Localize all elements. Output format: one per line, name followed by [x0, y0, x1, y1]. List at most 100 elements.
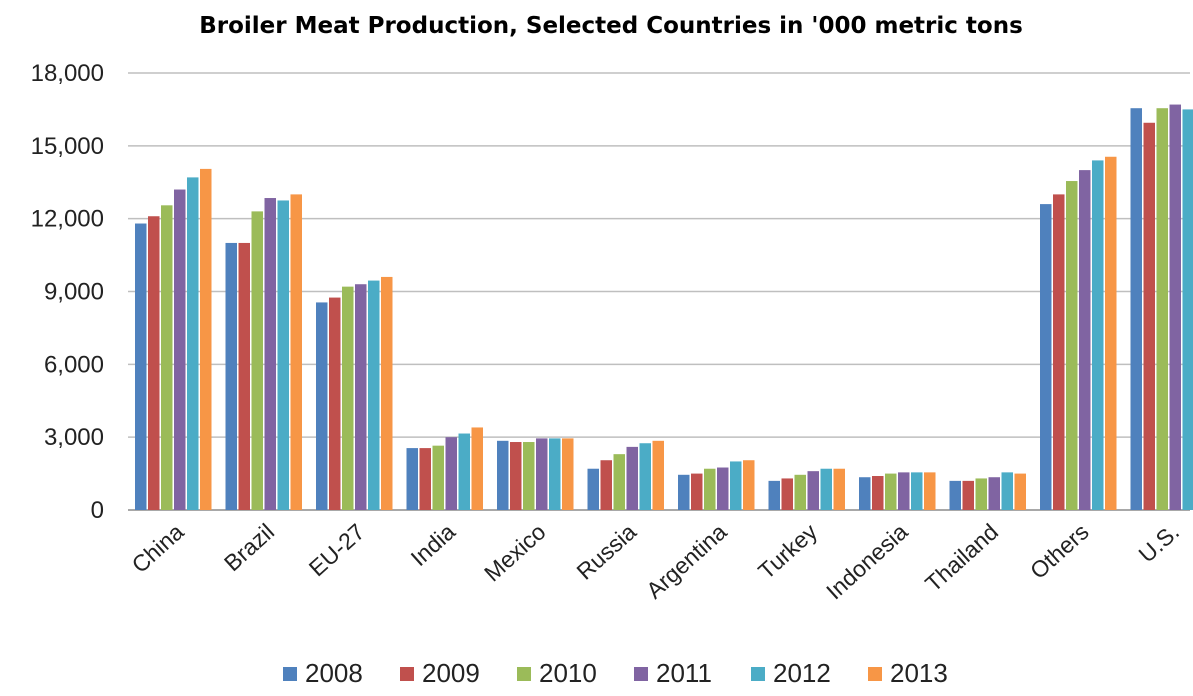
- y-axis: 0 3,000 6,000 9,000 12,000 15,000 18,000: [31, 60, 104, 524]
- bar-russia-2013: [652, 440, 664, 510]
- bars: [135, 104, 1193, 511]
- y-tick-label: 12,000: [31, 206, 104, 233]
- bar-turkey-2013: [833, 468, 845, 510]
- bar-china-2011: [174, 189, 186, 511]
- bar-u-s--2011: [1169, 104, 1181, 511]
- bar-u-s--2010: [1156, 108, 1168, 511]
- legend-label-2013: 2013: [890, 658, 948, 688]
- bar-china-2013: [200, 168, 212, 510]
- y-tick-label: 9,000: [44, 279, 104, 306]
- bar-russia-2008: [587, 468, 599, 510]
- legend-label-2011: 2011: [656, 658, 712, 688]
- legend-swatch-2009: [400, 667, 414, 681]
- bar-thailand-2010: [975, 478, 987, 510]
- bar-argentina-2008: [678, 474, 690, 510]
- bar-russia-2009: [600, 460, 612, 510]
- bar-u-s--2012: [1182, 109, 1193, 511]
- bar-others-2011: [1079, 170, 1091, 510]
- bar-eu-27-2008: [316, 302, 328, 510]
- y-tick-label: 3,000: [44, 424, 104, 451]
- x-axis: China Brazil EU-27 India Mexico Russia Argenti…: [127, 518, 1185, 604]
- bar-russia-2011: [626, 446, 638, 510]
- bar-thailand-2009: [962, 480, 974, 510]
- bar-eu-27-2012: [368, 280, 380, 510]
- y-tick-label: 15,000: [31, 133, 104, 160]
- x-tick-label: U.S.: [1133, 518, 1184, 567]
- bar-india-2013: [471, 427, 483, 510]
- bar-thailand-2008: [949, 480, 961, 510]
- legend-label-2012: 2012: [773, 658, 831, 688]
- x-tick-label: Brazil: [219, 518, 279, 576]
- bar-argentina-2009: [691, 473, 703, 510]
- gridlines: [128, 72, 1190, 511]
- bar-thailand-2013: [1014, 473, 1026, 510]
- bar-thailand-2011: [988, 477, 1000, 510]
- bar-turkey-2011: [807, 471, 819, 510]
- bar-brazil-2012: [277, 200, 289, 511]
- bar-brazil-2009: [238, 242, 250, 510]
- bar-indonesia-2013: [924, 472, 936, 510]
- bar-turkey-2012: [820, 468, 832, 510]
- bar-brazil-2008: [225, 242, 237, 510]
- x-tick-label: Russia: [571, 518, 641, 585]
- bar-others-2008: [1040, 204, 1052, 510]
- bar-others-2012: [1092, 160, 1104, 510]
- legend-label-2010: 2010: [539, 658, 597, 688]
- x-tick-label: Mexico: [479, 518, 551, 586]
- bar-russia-2010: [613, 454, 625, 510]
- y-tick-label: 6,000: [44, 351, 104, 378]
- bar-russia-2012: [639, 443, 651, 510]
- bar-mexico-2008: [497, 440, 509, 510]
- bar-brazil-2011: [264, 198, 276, 510]
- bar-indonesia-2009: [872, 476, 884, 510]
- bar-eu-27-2011: [355, 284, 367, 510]
- bar-others-2010: [1066, 181, 1078, 510]
- bar-brazil-2010: [251, 211, 263, 510]
- x-tick-label: Argentina: [641, 518, 732, 603]
- bar-mexico-2011: [536, 438, 548, 510]
- y-tick-label: 18,000: [31, 60, 104, 87]
- legend-swatch-2013: [868, 667, 882, 681]
- bar-brazil-2013: [290, 194, 302, 510]
- bar-mexico-2010: [523, 442, 535, 510]
- x-tick-label: Turkey: [753, 518, 822, 584]
- legend: 2008 2009 2010 2011 2012 2013: [283, 658, 948, 688]
- chart-title: Broiler Meat Production, Selected Countr…: [199, 13, 1023, 39]
- x-tick-label: China: [127, 518, 189, 578]
- bar-eu-27-2010: [342, 286, 354, 510]
- x-tick-label: Others: [1025, 518, 1094, 584]
- bar-argentina-2012: [730, 461, 742, 510]
- x-tick-label: EU-27: [304, 518, 370, 581]
- bar-india-2010: [432, 445, 444, 510]
- bar-others-2013: [1105, 156, 1117, 510]
- bar-india-2012: [458, 433, 470, 510]
- bar-indonesia-2011: [898, 472, 910, 510]
- bar-argentina-2013: [743, 460, 755, 510]
- bar-china-2010: [161, 205, 173, 510]
- x-tick-label: India: [406, 518, 461, 571]
- bar-thailand-2012: [1001, 472, 1013, 510]
- bar-turkey-2010: [794, 474, 806, 510]
- bar-eu-27-2013: [381, 276, 393, 510]
- bar-eu-27-2009: [329, 297, 341, 510]
- bar-argentina-2010: [704, 468, 716, 510]
- legend-swatch-2008: [283, 667, 297, 681]
- legend-swatch-2011: [634, 667, 648, 681]
- bar-china-2008: [135, 223, 147, 510]
- x-tick-label: Indonesia: [821, 518, 913, 604]
- bar-mexico-2012: [549, 438, 561, 510]
- bar-u-s--2008: [1130, 108, 1142, 511]
- bar-mexico-2009: [510, 442, 522, 510]
- legend-label-2009: 2009: [422, 658, 480, 688]
- bar-indonesia-2012: [911, 472, 923, 510]
- bar-china-2012: [187, 177, 199, 510]
- bar-u-s--2009: [1143, 122, 1155, 511]
- bar-indonesia-2010: [885, 473, 897, 510]
- legend-label-2008: 2008: [305, 658, 363, 688]
- bar-turkey-2008: [768, 480, 780, 510]
- bar-india-2011: [445, 437, 457, 510]
- bar-turkey-2009: [781, 478, 793, 510]
- y-tick-label: 0: [91, 497, 104, 524]
- bar-china-2009: [148, 216, 160, 510]
